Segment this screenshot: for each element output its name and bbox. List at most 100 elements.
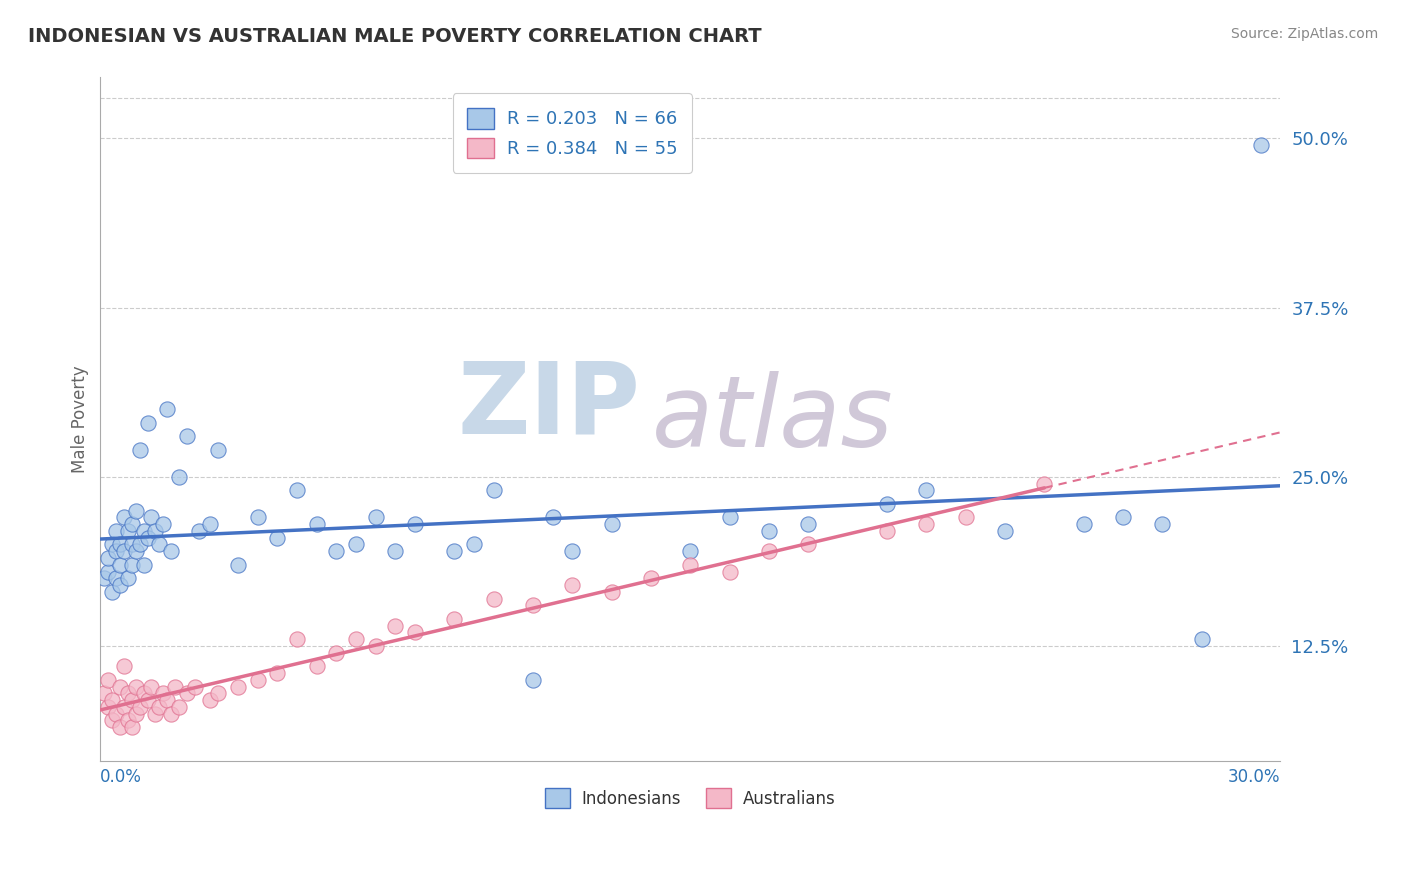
- Point: [679, 544, 702, 558]
- Point: [105, 571, 128, 585]
- Point: [97, 551, 120, 566]
- Point: [132, 686, 155, 700]
- Point: [121, 537, 143, 551]
- Point: [1073, 517, 1095, 532]
- Point: [955, 510, 977, 524]
- Point: [718, 510, 741, 524]
- Point: [384, 618, 406, 632]
- Text: 0.0%: 0.0%: [100, 768, 142, 786]
- Point: [184, 680, 207, 694]
- Point: [207, 442, 229, 457]
- Point: [364, 639, 387, 653]
- Point: [97, 565, 120, 579]
- Point: [141, 510, 163, 524]
- Point: [561, 544, 583, 558]
- Point: [148, 537, 170, 551]
- Point: [797, 517, 820, 532]
- Point: [121, 517, 143, 532]
- Point: [128, 537, 150, 551]
- Point: [121, 693, 143, 707]
- Point: [443, 544, 465, 558]
- Point: [522, 599, 544, 613]
- Point: [285, 483, 308, 498]
- Point: [112, 700, 135, 714]
- Point: [364, 510, 387, 524]
- Point: [482, 483, 505, 498]
- Point: [112, 659, 135, 673]
- Point: [325, 544, 347, 558]
- Text: Source: ZipAtlas.com: Source: ZipAtlas.com: [1230, 27, 1378, 41]
- Point: [165, 680, 187, 694]
- Point: [600, 585, 623, 599]
- Point: [679, 558, 702, 572]
- Point: [108, 558, 131, 572]
- Point: [152, 686, 174, 700]
- Text: ZIP: ZIP: [457, 357, 640, 454]
- Point: [915, 483, 938, 498]
- Point: [876, 524, 898, 538]
- Point: [108, 578, 131, 592]
- Point: [443, 612, 465, 626]
- Point: [994, 524, 1017, 538]
- Point: [93, 571, 115, 585]
- Point: [117, 686, 139, 700]
- Text: 30.0%: 30.0%: [1227, 768, 1281, 786]
- Point: [108, 680, 131, 694]
- Point: [117, 714, 139, 728]
- Point: [152, 517, 174, 532]
- Point: [463, 537, 485, 551]
- Point: [176, 686, 198, 700]
- Point: [136, 693, 159, 707]
- Point: [145, 524, 167, 538]
- Point: [136, 531, 159, 545]
- Point: [1152, 517, 1174, 532]
- Point: [101, 585, 124, 599]
- Point: [266, 531, 288, 545]
- Point: [132, 558, 155, 572]
- Point: [266, 666, 288, 681]
- Point: [718, 565, 741, 579]
- Text: INDONESIAN VS AUSTRALIAN MALE POVERTY CORRELATION CHART: INDONESIAN VS AUSTRALIAN MALE POVERTY CO…: [28, 27, 762, 45]
- Point: [305, 659, 328, 673]
- Point: [246, 673, 269, 687]
- Point: [384, 544, 406, 558]
- Legend: Indonesians, Australians: Indonesians, Australians: [538, 781, 842, 814]
- Text: atlas: atlas: [652, 371, 894, 467]
- Point: [200, 517, 222, 532]
- Point: [117, 571, 139, 585]
- Point: [758, 544, 780, 558]
- Point: [125, 544, 148, 558]
- Point: [112, 510, 135, 524]
- Point: [915, 517, 938, 532]
- Point: [482, 591, 505, 606]
- Point: [600, 517, 623, 532]
- Point: [1112, 510, 1135, 524]
- Point: [541, 510, 564, 524]
- Point: [522, 673, 544, 687]
- Point: [561, 578, 583, 592]
- Point: [128, 442, 150, 457]
- Point: [344, 537, 367, 551]
- Point: [125, 503, 148, 517]
- Point: [132, 524, 155, 538]
- Point: [128, 700, 150, 714]
- Point: [148, 700, 170, 714]
- Point: [156, 693, 179, 707]
- Point: [101, 693, 124, 707]
- Point: [797, 537, 820, 551]
- Point: [187, 524, 209, 538]
- Point: [125, 706, 148, 721]
- Point: [93, 686, 115, 700]
- Point: [121, 558, 143, 572]
- Point: [145, 706, 167, 721]
- Point: [160, 706, 183, 721]
- Point: [105, 524, 128, 538]
- Point: [167, 700, 190, 714]
- Point: [108, 537, 131, 551]
- Point: [285, 632, 308, 647]
- Point: [246, 510, 269, 524]
- Point: [344, 632, 367, 647]
- Point: [125, 680, 148, 694]
- Point: [1191, 632, 1213, 647]
- Point: [404, 625, 426, 640]
